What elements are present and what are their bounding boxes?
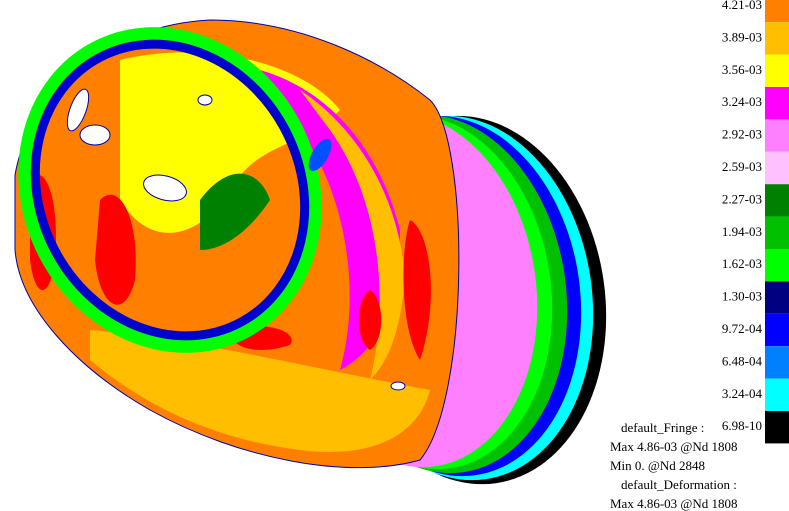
legend-label: 2.92-03 <box>722 127 762 142</box>
legend-swatch <box>765 346 789 378</box>
legend-label: 2.27-03 <box>722 191 762 206</box>
legend-swatch <box>765 55 789 87</box>
result-info: default_Fringe : Max 4.86-03 @Nd 1808 Min … <box>610 420 738 511</box>
legend-swatch <box>765 0 789 22</box>
info-line: Min 0. @Nd 2848 <box>610 458 705 473</box>
legend-label: 6.48-04 <box>722 353 763 368</box>
legend-swatch <box>765 119 789 151</box>
info-line: default_Deformation : <box>621 477 737 492</box>
legend-label: 1.94-03 <box>722 224 762 239</box>
info-line: Max 4.86-03 @Nd 1808 <box>610 439 738 454</box>
legend-label: 4.21-03 <box>722 0 762 12</box>
legend-label: 3.89-03 <box>722 29 762 44</box>
legend-label: 1.30-03 <box>722 289 762 304</box>
legend-swatch <box>765 249 789 281</box>
info-line: Max 4.86-03 @Nd 1808 <box>610 496 738 511</box>
legend-swatch <box>765 379 789 411</box>
legend-swatch <box>765 184 789 216</box>
legend-swatch <box>765 217 789 249</box>
legend-label: 2.59-03 <box>722 159 762 174</box>
legend-label: 3.56-03 <box>722 62 762 77</box>
legend-label: 3.24-04 <box>722 386 763 401</box>
legend-swatch <box>765 411 789 443</box>
legend-swatch <box>765 314 789 346</box>
info-line: default_Fringe : <box>621 420 704 435</box>
legend-label: 3.24-03 <box>722 94 762 109</box>
legend-swatch <box>765 281 789 313</box>
legend-label: 1.62-03 <box>722 256 762 271</box>
model-fringe <box>0 0 629 502</box>
legend-swatch <box>765 22 789 54</box>
fringe-legend: 4.21-03 3.89-03 3.56-03 3.24-03 2.92-03 2.59-… <box>722 0 789 443</box>
legend-swatch <box>765 87 789 119</box>
fringe-plot-window: 4.21-03 3.89-03 3.56-03 3.24-03 2.92-03 2.59-… <box>0 0 789 511</box>
legend-swatch <box>765 152 789 184</box>
legend-label: 9.72-04 <box>722 321 763 336</box>
legend-label: 6.98-10 <box>722 418 762 433</box>
